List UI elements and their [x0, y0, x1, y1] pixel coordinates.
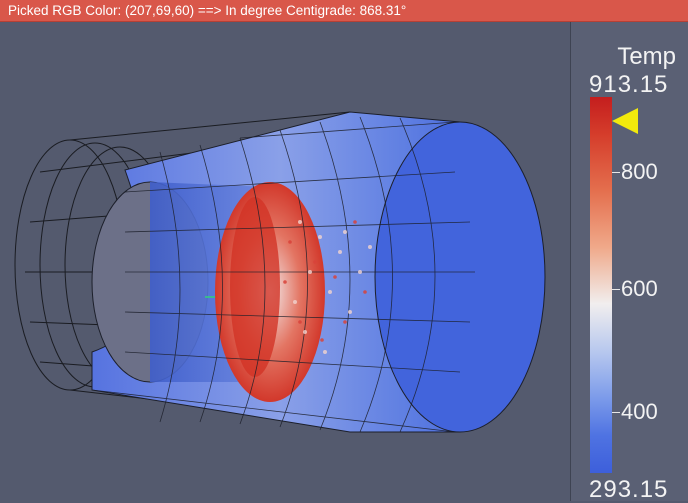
legend-title: Temp: [617, 43, 676, 70]
picked-value-marker-icon: [612, 108, 638, 134]
viewport-divider: [570, 22, 571, 501]
cylinder-render[interactable]: [0, 22, 570, 501]
legend-min-label: 293.15: [589, 476, 669, 503]
tick-label-600: 600: [621, 276, 658, 301]
color-legend: Temp 913.15 800 600 400 293.15: [571, 22, 688, 503]
tick-label-800: 800: [621, 159, 658, 184]
tick-mark-800: [612, 172, 620, 173]
tick-label-400: 400: [621, 399, 658, 424]
status-bar: Picked RGB Color: (207,69,60) ==> In deg…: [0, 0, 688, 22]
tick-mark-600: [612, 289, 620, 290]
legend-max-label: 913.15: [589, 71, 669, 98]
tick-mark-400: [612, 412, 620, 413]
colorbar: [590, 97, 612, 473]
render-viewport[interactable]: [0, 22, 570, 501]
picked-color-readout: Picked RGB Color: (207,69,60) ==> In deg…: [8, 3, 407, 18]
